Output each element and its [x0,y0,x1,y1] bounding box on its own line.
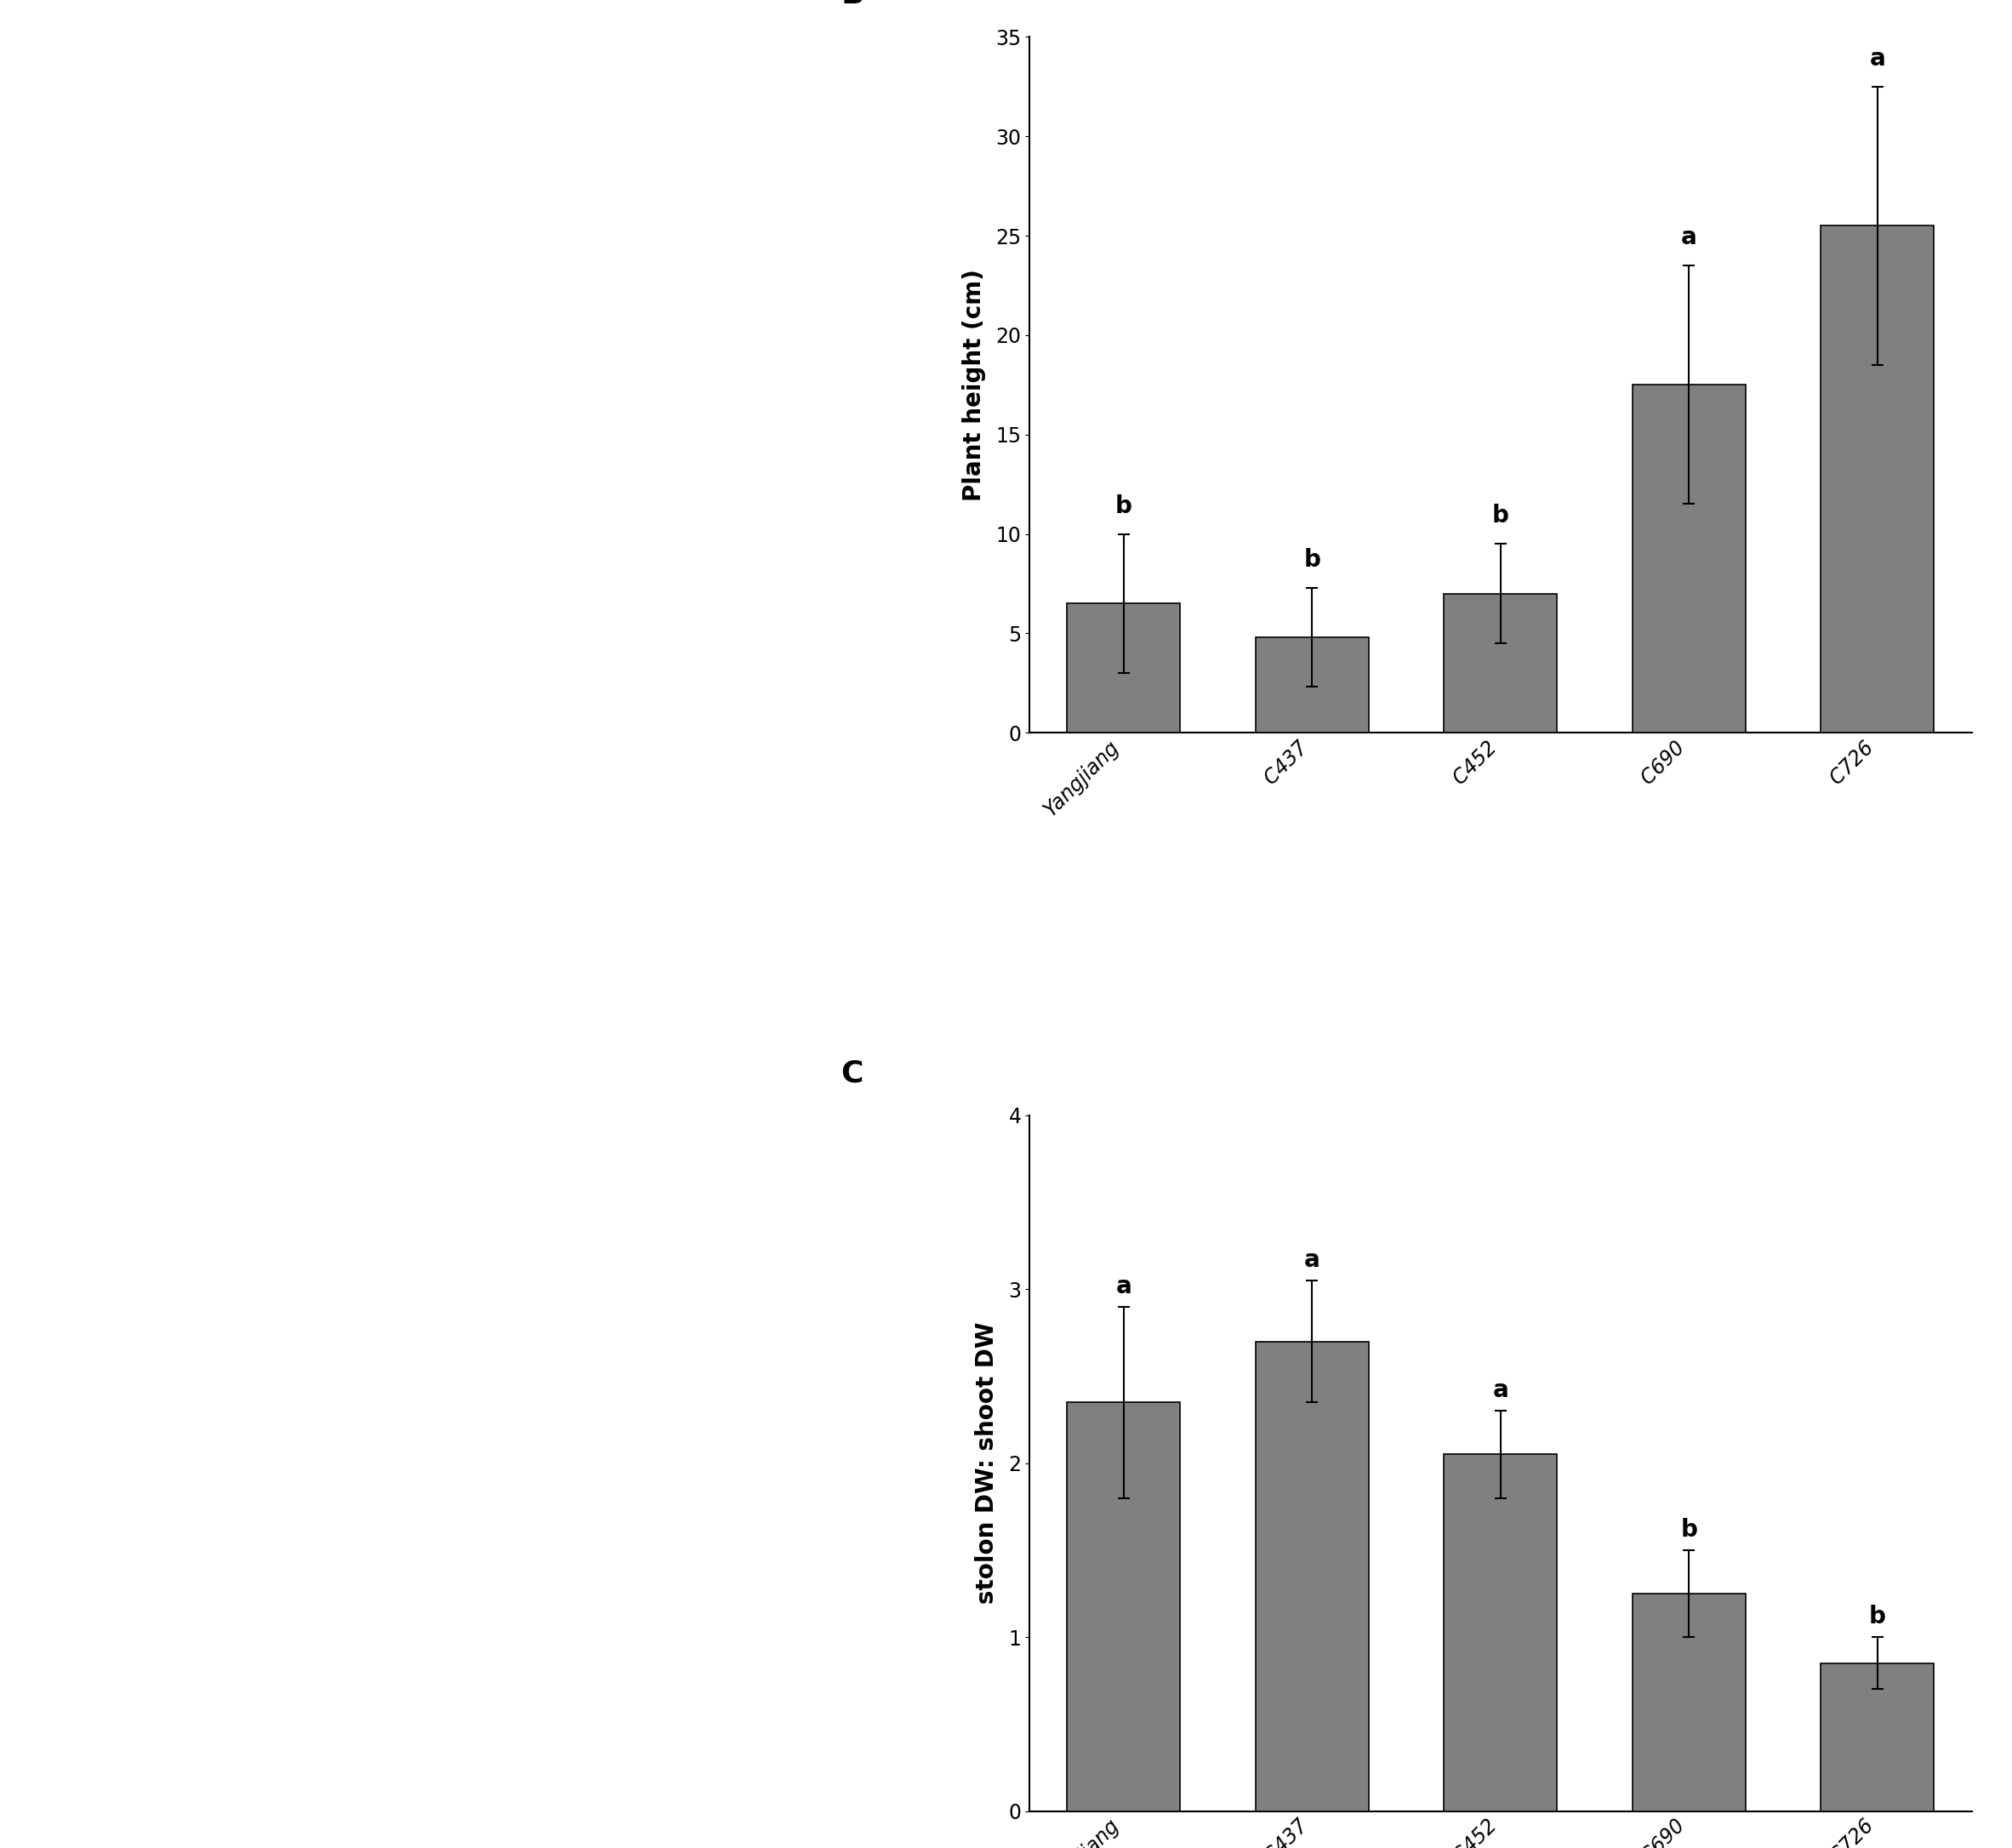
Text: b: b [1869,1604,1885,1628]
Bar [1821,1663,1934,1811]
Bar [1255,638,1368,732]
Bar [1632,384,1746,732]
Y-axis label: Plant height (cm): Plant height (cm) [962,268,986,501]
Text: C726: C726 [68,1621,137,1647]
Text: a: a [1493,1379,1509,1403]
Text: b: b [1493,505,1509,529]
Y-axis label: stolon DW: shoot DW: stolon DW: shoot DW [976,1321,1000,1604]
Text: C690: C690 [68,1266,137,1292]
Text: Yangjiang: Yangjiang [68,201,193,227]
Text: C: C [841,1059,863,1087]
Text: b: b [1304,547,1320,571]
Text: a: a [1117,1273,1133,1297]
Text: C452: C452 [68,911,137,937]
Bar [1821,225,1934,732]
Text: a: a [1682,225,1696,249]
Bar [1066,604,1181,732]
Text: a: a [1304,1247,1320,1271]
Text: 10 cm: 10 cm [235,1704,316,1728]
Bar [1255,1342,1368,1811]
Text: B: B [841,0,865,9]
Bar [1445,593,1557,732]
Bar [1066,1403,1181,1811]
Bar [1632,1593,1746,1811]
Text: A: A [58,91,82,118]
Text: a: a [1869,46,1885,70]
Text: b: b [1115,493,1133,517]
Text: b: b [1680,1517,1698,1541]
Text: C437: C437 [68,556,137,582]
Bar [1445,1454,1557,1811]
